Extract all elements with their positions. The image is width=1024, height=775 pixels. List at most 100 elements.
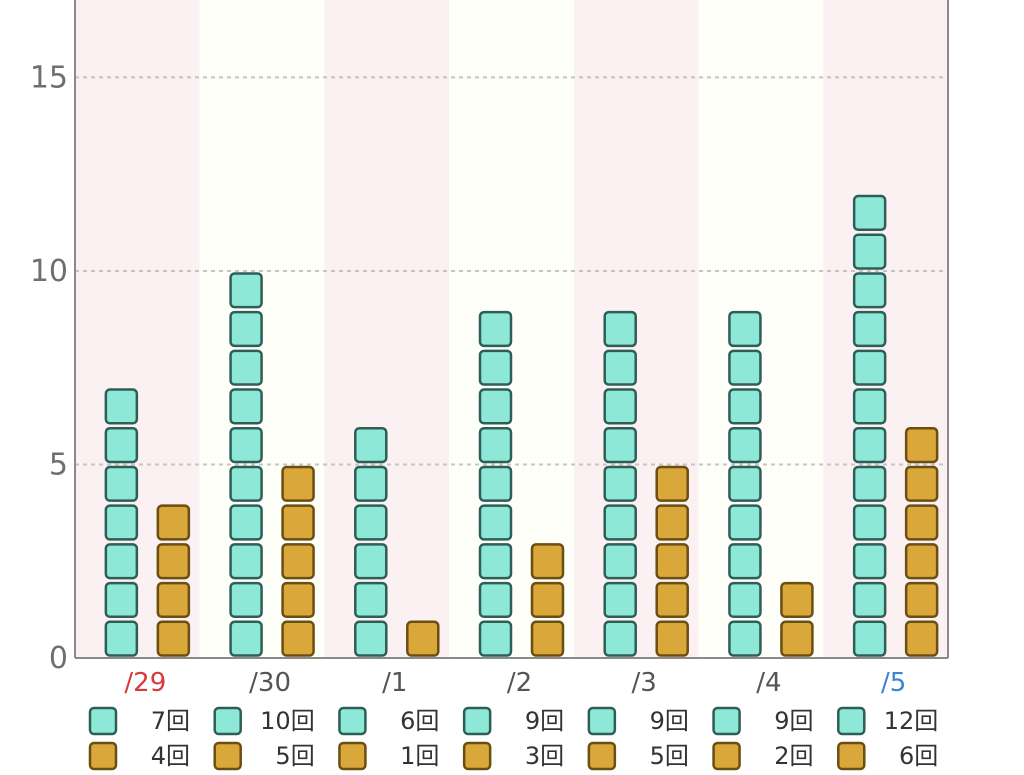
y-tick-label: 5 xyxy=(49,447,68,482)
legend-label: 12回 xyxy=(884,707,939,735)
x-tick-label: /1 xyxy=(382,668,407,698)
bar-block-s1-c1-1 xyxy=(281,581,315,619)
bar-block-s1-c3-0 xyxy=(530,620,565,657)
bar-block-s1-c1-0 xyxy=(281,620,315,657)
bar-block-s0-c0-4 xyxy=(104,465,139,502)
legend-label: 4回 xyxy=(151,742,190,770)
bar-block-s1-c6-4 xyxy=(904,465,939,502)
bar-block-s1-c6-5 xyxy=(904,427,939,464)
bar-block-s0-c6-10 xyxy=(852,233,887,270)
bar-block-s0-c6-3 xyxy=(852,504,887,541)
bar-block-s1-c1-2 xyxy=(281,543,315,580)
bar-block-s0-c4-8 xyxy=(603,310,637,348)
bar-block-s1-c5-0 xyxy=(780,620,814,657)
bar-block-s0-c3-1 xyxy=(478,581,513,619)
legend: 7回 10回 6回 9回 9回 9回 12回 4回 5回 1回 3回 5回 2回 6回 xyxy=(88,706,939,771)
bar-block-s0-c5-5 xyxy=(728,427,762,464)
bar-block-s1-c2-0 xyxy=(406,620,440,657)
bar-block-s1-c0-1 xyxy=(156,581,191,619)
x-tick-label: /4 xyxy=(756,668,781,698)
legend-swatch-s1-c5 xyxy=(712,741,741,771)
bar-block-s0-c5-6 xyxy=(728,388,762,425)
legend-label: 7回 xyxy=(151,707,190,735)
bar-block-s0-c0-2 xyxy=(104,543,139,580)
legend-label: 9回 xyxy=(774,707,813,735)
bar-block-s0-c1-2 xyxy=(229,543,263,580)
bar-block-s0-c3-5 xyxy=(478,427,513,464)
bar-block-s0-c3-2 xyxy=(478,543,513,580)
bar-block-s0-c6-8 xyxy=(852,310,887,348)
bar-block-s0-c2-5 xyxy=(354,427,388,464)
legend-label: 1回 xyxy=(400,742,439,770)
bar-block-s0-c6-1 xyxy=(852,581,887,619)
bar-block-s0-c5-1 xyxy=(728,581,762,619)
bar-block-s0-c0-5 xyxy=(104,427,139,464)
bar-block-s1-c6-0 xyxy=(904,620,939,657)
legend-label: 6回 xyxy=(899,742,938,770)
bar-block-s0-c2-2 xyxy=(354,543,388,580)
bar-block-s1-c4-4 xyxy=(655,465,689,502)
bar-block-s0-c5-7 xyxy=(728,349,762,386)
bar-block-s1-c6-2 xyxy=(904,543,939,580)
bar-block-s0-c1-4 xyxy=(229,465,263,502)
y-tick-label: 15 xyxy=(30,60,68,95)
bar-block-s1-c4-2 xyxy=(655,543,689,580)
bar-block-s0-c2-4 xyxy=(354,465,388,502)
x-tick-label: /29 xyxy=(124,668,166,698)
bar-block-s1-c6-3 xyxy=(904,504,939,541)
y-axis-tick-labels: 0 5 10 15 xyxy=(30,60,68,676)
x-axis-tick-labels: /29/30/1/2/3/4/5 xyxy=(124,668,906,698)
bar-block-s0-c5-0 xyxy=(728,620,762,657)
bar-block-s0-c5-4 xyxy=(728,465,762,502)
bar-block-s1-c0-0 xyxy=(156,620,191,657)
bar-block-s0-c6-4 xyxy=(852,465,887,502)
grid-lines xyxy=(75,76,948,466)
bar-block-s0-c6-9 xyxy=(852,272,887,309)
bar-block-s0-c3-8 xyxy=(478,310,513,348)
bar-block-s1-c5-1 xyxy=(780,581,814,619)
legend-label: 10回 xyxy=(260,707,315,735)
legend-swatch-s1-c6 xyxy=(837,741,866,771)
bar-block-s1-c4-0 xyxy=(655,620,689,657)
x-tick-label: /30 xyxy=(249,668,291,698)
x-tick-label: /2 xyxy=(507,668,532,698)
bar-block-s0-c4-4 xyxy=(603,465,637,502)
y-tick-label: 0 xyxy=(49,641,68,676)
bar-block-s0-c2-3 xyxy=(354,504,388,541)
bar-block-s0-c6-0 xyxy=(852,620,887,657)
bar-block-s1-c0-3 xyxy=(156,504,191,541)
legend-swatch-s1-c1 xyxy=(213,741,242,771)
bar-block-s0-c3-6 xyxy=(478,388,513,425)
bar-block-s0-c6-2 xyxy=(852,543,887,580)
bar-block-s0-c0-6 xyxy=(104,388,139,425)
bar-block-s1-c4-1 xyxy=(655,581,689,619)
bar-block-s0-c6-6 xyxy=(852,388,887,425)
bar-block-s0-c3-4 xyxy=(478,465,513,502)
bar-block-s0-c1-1 xyxy=(229,581,263,619)
bar-block-s0-c4-2 xyxy=(603,543,637,580)
legend-label: 5回 xyxy=(650,742,689,770)
bar-block-s0-c1-5 xyxy=(229,427,263,464)
legend-label: 2回 xyxy=(774,742,813,770)
bar-block-s0-c4-5 xyxy=(603,427,637,464)
bar-block-s0-c1-8 xyxy=(229,310,263,348)
bar-block-s1-c0-2 xyxy=(156,543,191,580)
bar-block-s0-c1-0 xyxy=(229,620,263,657)
legend-swatch-s1-c2 xyxy=(338,741,367,771)
bar-block-s0-c5-8 xyxy=(728,310,762,348)
bar-block-s0-c4-3 xyxy=(603,504,637,541)
legend-swatch-s1-c0 xyxy=(88,741,118,771)
bar-block-s1-c1-4 xyxy=(281,465,315,502)
bar-block-s0-c2-0 xyxy=(354,620,388,657)
legend-swatch-s0-c2 xyxy=(338,706,367,736)
bar-block-s0-c4-1 xyxy=(603,581,637,619)
bar-block-s0-c6-7 xyxy=(852,349,887,386)
legend-label: 5回 xyxy=(275,742,314,770)
bar-block-s0-c1-6 xyxy=(229,388,263,425)
bar-block-s0-c5-2 xyxy=(728,543,762,580)
bar-block-s0-c1-9 xyxy=(229,272,263,309)
bar-block-s1-c6-1 xyxy=(904,581,939,619)
bar-block-s0-c6-5 xyxy=(852,427,887,464)
bar-block-s0-c3-7 xyxy=(478,349,513,386)
